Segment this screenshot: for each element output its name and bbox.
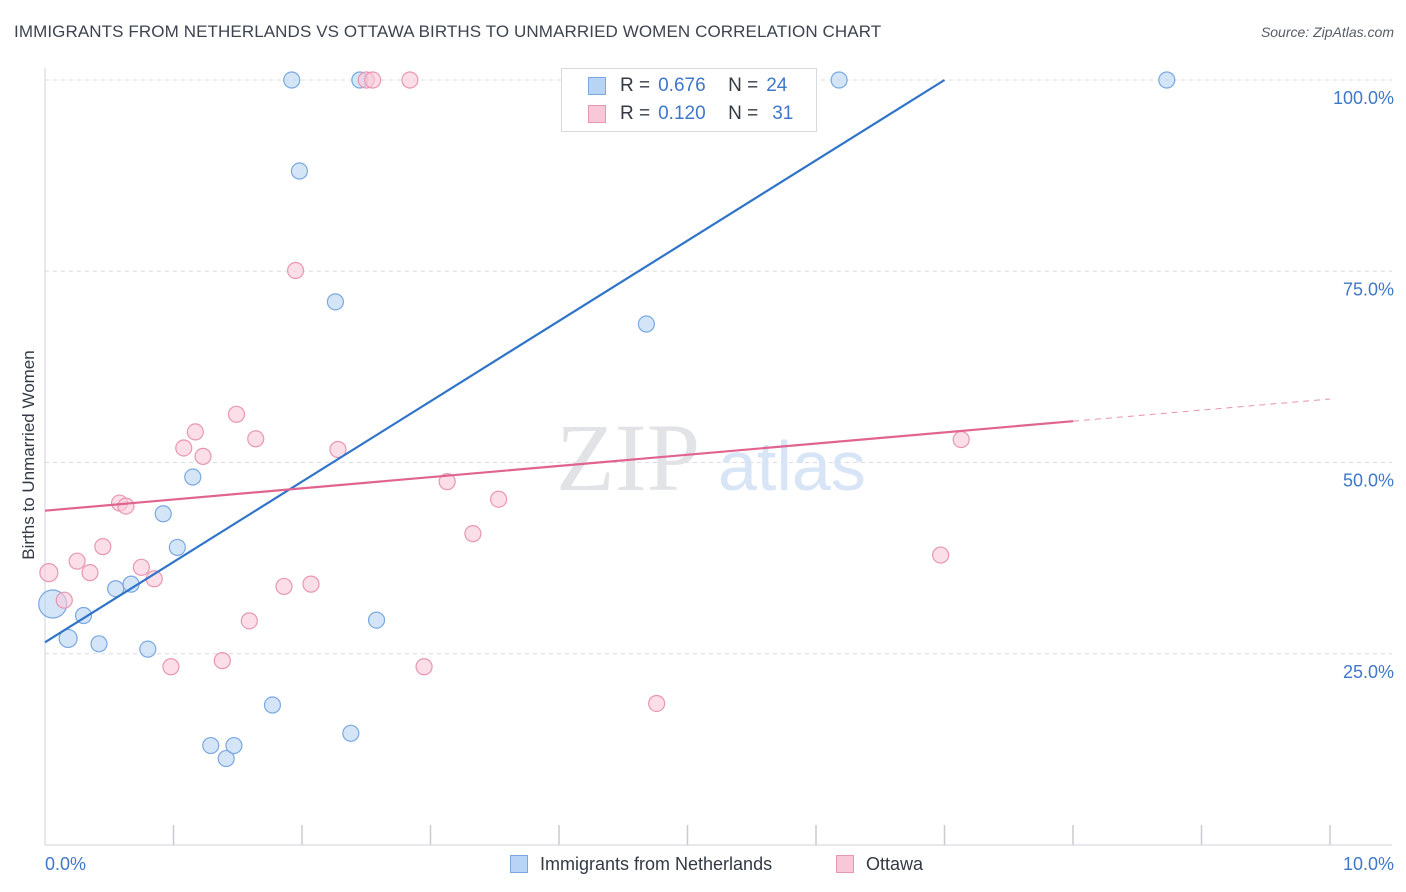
ottawa-point (227, 405, 246, 423)
legend-row-netherlands: R = 0.676 N = 24 (588, 74, 787, 98)
bottom-legend-netherlands: Immigrants from Netherlands (510, 853, 772, 875)
netherlands-point (58, 628, 78, 649)
ottawa-point (464, 525, 482, 543)
netherlands-point (217, 749, 235, 768)
legend-r-label: R = (620, 75, 651, 96)
legend-swatch-blue (588, 77, 606, 95)
netherlands-point (90, 635, 108, 653)
legend-r-value: 0.120 (658, 103, 706, 124)
source-label: Source: ZipAtlas.com (1260, 24, 1394, 40)
watermark-atlas: atlas (718, 427, 866, 505)
bottom-legend-swatch-blue (510, 855, 528, 873)
legend-n-value: 31 (772, 103, 794, 124)
netherlands-point (637, 315, 655, 333)
netherlands-point (326, 293, 345, 311)
ottawa-point (364, 71, 382, 89)
legend-n-value: 24 (766, 75, 788, 96)
legend-r-label: R = (620, 103, 651, 124)
ottawa-point (81, 564, 99, 582)
ottawa-point (247, 430, 265, 448)
ottawa-point (240, 612, 258, 630)
ottawa-point (952, 430, 970, 449)
ottawa-point (132, 558, 150, 576)
bottom-legend-swatch-pink (836, 855, 854, 873)
x-tick-label: 0.0% (45, 854, 86, 874)
netherlands-point (184, 468, 202, 486)
ottawa-point (286, 261, 305, 280)
ottawa-point (175, 439, 193, 457)
ottawa-point (415, 658, 433, 676)
ottawa-point (490, 490, 508, 508)
y-axis-label: Births to Unmarried Women (19, 350, 38, 559)
ottawa-point (194, 447, 212, 465)
legend-row-ottawa: R = 0.120 N = 31 (588, 102, 793, 126)
ottawa-point (117, 497, 135, 515)
ottawa-point (186, 423, 204, 441)
netherlands-point (830, 71, 848, 89)
ottawa-point (213, 652, 231, 670)
ottawa-point (438, 473, 456, 491)
legend-swatch-pink (588, 105, 606, 123)
netherlands-point (202, 736, 220, 755)
ottawa-point (39, 563, 59, 583)
legend-r-value: 0.676 (658, 75, 706, 96)
bottom-legend-label: Immigrants from Netherlands (540, 853, 773, 874)
y-tick-label: 75.0% (1343, 279, 1394, 299)
ottawa-point (162, 658, 180, 676)
ottawa-point (275, 577, 293, 596)
netherlands-point (1158, 71, 1176, 89)
y-tick-label: 100.0% (1333, 88, 1394, 108)
netherlands-point (290, 162, 309, 180)
netherlands-trend-line (44, 79, 946, 644)
y-tick-label: 25.0% (1343, 662, 1394, 682)
bottom-legend-ottawa: Ottawa (836, 853, 923, 875)
y-tick-label: 50.0% (1343, 471, 1394, 491)
ottawa-point (401, 71, 419, 89)
netherlands-point (263, 696, 282, 714)
ottawa-point (329, 440, 347, 459)
ottawa-point (932, 546, 950, 564)
watermark: ZIP atlas (556, 404, 866, 511)
legend-n-label: N = (728, 75, 759, 96)
legend-n-label: N = (728, 103, 759, 124)
chart-title: IMMIGRANTS FROM NETHERLANDS VS OTTAWA BI… (14, 22, 882, 41)
ottawa-point (68, 552, 86, 570)
netherlands-point (342, 724, 360, 742)
ottawa-trend-extension (1072, 398, 1331, 422)
netherlands-point (107, 580, 125, 598)
netherlands-point (367, 611, 386, 629)
ottawa-trend-line (44, 420, 1074, 512)
ottawa-point (55, 591, 73, 609)
ottawa-point (94, 538, 112, 556)
netherlands-point (168, 538, 186, 557)
netherlands-point (283, 71, 301, 89)
x-tick-label: 10.0% (1343, 854, 1394, 874)
stats-legend: R = 0.676 N = 24 R = 0.120 N = 31 (561, 68, 817, 132)
watermark-zip: ZIP (556, 404, 700, 511)
netherlands-point (139, 640, 157, 658)
ottawa-point (302, 575, 320, 593)
netherlands-point (225, 736, 243, 755)
netherlands-point (154, 505, 172, 523)
bottom-legend-label: Ottawa (866, 853, 924, 874)
ottawa-point (648, 694, 666, 713)
